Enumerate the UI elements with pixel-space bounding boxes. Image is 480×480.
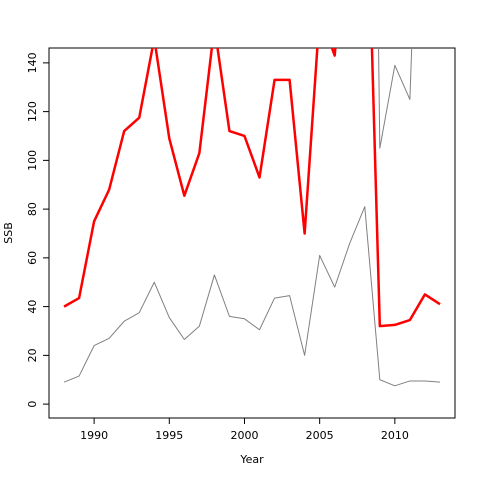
x-tick-label: 1990 xyxy=(80,429,108,442)
series-line xyxy=(378,48,413,149)
y-tick-label: 120 xyxy=(26,101,39,122)
y-axis-label: SSB xyxy=(2,222,15,244)
x-tick-label: 2000 xyxy=(230,429,258,442)
y-tick-label: 40 xyxy=(26,300,39,314)
x-tick-label: 2005 xyxy=(306,429,334,442)
x-axis-label: Year xyxy=(239,453,264,466)
y-tick-label: 60 xyxy=(26,251,39,265)
x-tick-label: 2010 xyxy=(381,429,409,442)
plot-area xyxy=(63,48,441,387)
y-tick-label: 80 xyxy=(26,202,39,216)
y-tick-label: 0 xyxy=(26,401,39,408)
series-line xyxy=(63,206,441,387)
y-tick-label: 20 xyxy=(26,348,39,362)
x-tick-label: 1995 xyxy=(155,429,183,442)
y-tick-label: 100 xyxy=(26,150,39,171)
y-tick-label: 140 xyxy=(26,52,39,73)
plot-frame xyxy=(48,47,456,419)
series-line xyxy=(63,48,441,328)
